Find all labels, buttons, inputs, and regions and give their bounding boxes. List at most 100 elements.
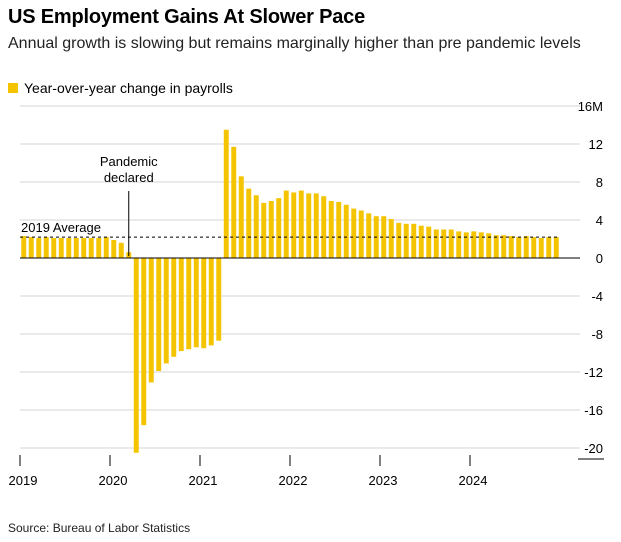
- bar: [253, 195, 259, 258]
- bar: [493, 235, 499, 258]
- bar: [141, 258, 147, 426]
- bar: [343, 204, 349, 258]
- bar: [133, 258, 139, 453]
- chart-subtitle: Annual growth is slowing but remains mar…: [8, 35, 581, 52]
- bar: [546, 237, 552, 258]
- bar: [216, 258, 222, 341]
- bar: [246, 188, 252, 258]
- bars: [21, 129, 559, 453]
- bar: [66, 238, 72, 258]
- bar: [463, 232, 469, 258]
- bar: [508, 236, 514, 258]
- bar: [426, 226, 432, 258]
- legend: Year-over-year change in payrolls: [8, 80, 233, 96]
- bar: [21, 236, 27, 258]
- bar: [298, 190, 304, 258]
- bar: [321, 196, 327, 258]
- bar: [223, 129, 229, 258]
- bar: [193, 258, 199, 348]
- bar: [88, 238, 94, 258]
- bar: [388, 219, 394, 258]
- bar: [111, 239, 117, 258]
- x-tick-label: 2023: [369, 473, 398, 488]
- bar: [201, 258, 207, 349]
- bar: [418, 225, 424, 258]
- reference-line-label: 2019 Average: [21, 220, 101, 235]
- bar: [276, 198, 282, 258]
- x-tick-label: 2024: [459, 473, 488, 488]
- annotation-label: declared: [104, 170, 154, 185]
- y-tick-label: -20: [584, 441, 603, 456]
- bar: [261, 202, 267, 258]
- bar: [403, 223, 409, 258]
- bar: [171, 258, 177, 357]
- y-tick-label: -12: [584, 365, 603, 380]
- bar: [178, 258, 184, 352]
- bar: [81, 238, 87, 258]
- bar: [36, 238, 42, 258]
- bar: [291, 192, 297, 258]
- bar: [231, 146, 237, 258]
- bar: [208, 258, 214, 346]
- bar: [396, 222, 402, 258]
- bar: [516, 237, 522, 258]
- bar: [366, 213, 372, 258]
- y-tick-label: 12: [589, 137, 603, 152]
- y-axis-labels: 16M 12 8 4 0 -4 -8 -12 -16 -20: [578, 99, 603, 456]
- y-tick-label: -16: [584, 403, 603, 418]
- x-tick-label: 2022: [279, 473, 308, 488]
- bar: [73, 238, 79, 258]
- bar: [163, 258, 169, 364]
- bar: [538, 238, 544, 258]
- x-axis: 2019 2020 2021 2022 2023 2024: [9, 455, 488, 488]
- y-tick-label: 4: [596, 213, 603, 228]
- bar: [358, 210, 364, 258]
- bar: [456, 231, 462, 258]
- bar: [268, 201, 274, 258]
- bar: [531, 237, 537, 258]
- bar: [96, 238, 102, 258]
- bar: [501, 235, 507, 258]
- bar: [186, 258, 192, 350]
- bar: [523, 236, 529, 258]
- bar: [441, 229, 447, 258]
- bar: [156, 258, 162, 372]
- y-tick-label: -4: [591, 289, 603, 304]
- bar: [118, 242, 124, 258]
- bar: [381, 216, 387, 258]
- bar: [148, 258, 154, 383]
- bar: [313, 193, 319, 258]
- grid-lines: [20, 105, 604, 460]
- bar: [351, 208, 357, 258]
- bar: [58, 238, 64, 258]
- y-tick-label: -8: [591, 327, 603, 342]
- bar: [553, 237, 559, 258]
- y-tick-label: 0: [596, 251, 603, 266]
- y-tick-label: 8: [596, 175, 603, 190]
- bar: [283, 190, 289, 258]
- legend-label: Year-over-year change in payrolls: [24, 80, 233, 96]
- legend-swatch: [8, 83, 18, 93]
- bar: [471, 231, 477, 258]
- source-note: Source: Bureau of Labor Statistics: [8, 521, 191, 535]
- y-tick-label: 16M: [578, 99, 603, 114]
- bar: [433, 229, 439, 258]
- bar: [51, 238, 57, 258]
- bar: [238, 176, 244, 258]
- bar: [43, 237, 49, 258]
- bar: [328, 201, 334, 258]
- bar: [448, 229, 454, 258]
- x-tick-label: 2019: [9, 473, 38, 488]
- x-tick-label: 2021: [189, 473, 218, 488]
- bar: [306, 193, 312, 258]
- chart-title: US Employment Gains At Slower Pace: [8, 6, 366, 28]
- bar: [486, 233, 492, 258]
- bar: [411, 223, 417, 258]
- bar: [28, 237, 34, 258]
- bar: [478, 232, 484, 258]
- bar: [103, 237, 109, 258]
- bar: [336, 201, 342, 258]
- annotation-label: Pandemic: [100, 154, 158, 169]
